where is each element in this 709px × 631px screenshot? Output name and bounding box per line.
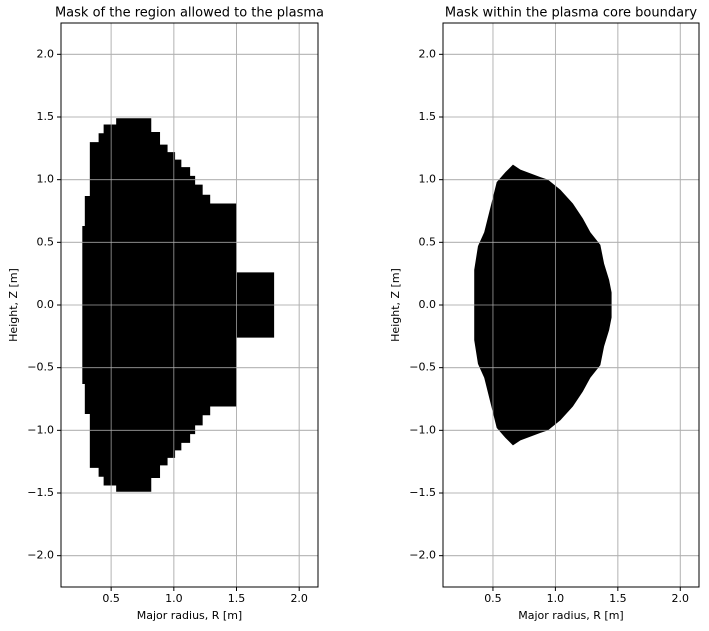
x-tick-label: 1.0: [547, 592, 565, 605]
y-tick-label: −1.0: [409, 423, 436, 436]
y-tick-label: 0.5: [419, 235, 437, 248]
y-axis-label: Height, Z [m]: [389, 268, 402, 342]
chart-title: Mask within the plasma core boundary: [445, 6, 698, 21]
chart-title: Mask of the region allowed to the plasma: [55, 6, 324, 21]
x-tick-label: 1.5: [609, 592, 627, 605]
x-tick-label: 1.5: [228, 592, 246, 605]
y-tick-label: −1.5: [409, 486, 436, 499]
x-tick-label: 2.0: [672, 592, 690, 605]
x-tick-label: 2.0: [290, 592, 308, 605]
y-tick-label: −2.0: [409, 549, 436, 562]
y-tick-label: −1.5: [27, 486, 54, 499]
y-tick-label: 1.5: [37, 110, 55, 123]
x-tick-label: 0.5: [484, 592, 502, 605]
y-tick-label: −1.0: [27, 423, 54, 436]
y-tick-label: 1.0: [37, 173, 55, 186]
x-tick-label: 0.5: [102, 592, 120, 605]
y-tick-label: 1.5: [419, 110, 437, 123]
y-tick-label: 1.0: [419, 173, 437, 186]
y-tick-label: 2.0: [419, 47, 437, 60]
y-tick-label: 0.0: [419, 298, 437, 311]
y-tick-label: −2.0: [27, 549, 54, 562]
y-axis-label: Height, Z [m]: [7, 268, 20, 342]
x-axis-label: Major radius, R [m]: [137, 609, 242, 622]
y-tick-label: −0.5: [409, 361, 436, 374]
x-tick-label: 1.0: [165, 592, 183, 605]
x-axis-label: Major radius, R [m]: [518, 609, 623, 622]
axes-frame: [442, 22, 700, 588]
axes-frame: [60, 22, 319, 588]
y-tick-label: 0.0: [37, 298, 55, 311]
y-tick-label: −0.5: [27, 361, 54, 374]
y-tick-label: 2.0: [37, 47, 55, 60]
y-tick-label: 0.5: [37, 235, 55, 248]
